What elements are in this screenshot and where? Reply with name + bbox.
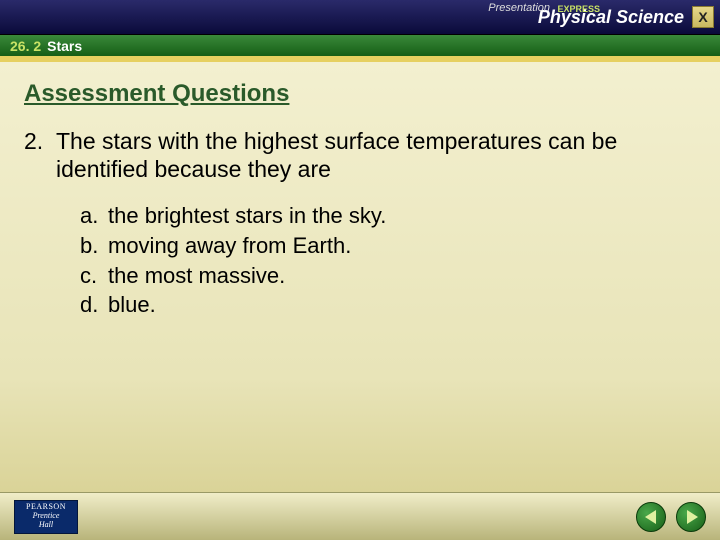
chevron-left-icon <box>645 510 656 524</box>
chevron-right-icon <box>687 510 698 524</box>
footer-bar: PEARSON Prentice Hall <box>0 492 720 540</box>
content-area: Assessment Questions 2. The stars with t… <box>0 62 720 320</box>
close-button[interactable]: X <box>692 6 714 28</box>
close-icon: X <box>698 9 707 25</box>
express-label: EXPRESS <box>557 4 600 14</box>
option-text: the most massive. <box>108 261 285 291</box>
option-text: blue. <box>108 290 156 320</box>
publisher-logo: PEARSON Prentice Hall <box>14 500 78 534</box>
option-a[interactable]: a. the brightest stars in the sky. <box>80 201 696 231</box>
options-list: a. the brightest stars in the sky. b. mo… <box>80 201 696 320</box>
question-block: 2. The stars with the highest surface te… <box>24 128 696 183</box>
presentation-label: Presentation <box>488 2 550 14</box>
option-letter: a. <box>80 201 108 231</box>
option-c[interactable]: c. the most massive. <box>80 261 696 291</box>
section-title: Stars <box>47 38 82 54</box>
question-number: 2. <box>24 128 56 183</box>
option-text: the brightest stars in the sky. <box>108 201 386 231</box>
option-letter: d. <box>80 290 108 320</box>
option-d[interactable]: d. blue. <box>80 290 696 320</box>
top-banner: Presentation EXPRESS Physical Science X <box>0 0 720 34</box>
option-b[interactable]: b. moving away from Earth. <box>80 231 696 261</box>
question-text: The stars with the highest surface tempe… <box>56 128 696 183</box>
page-title: Assessment Questions <box>24 80 696 108</box>
option-text: moving away from Earth. <box>108 231 351 261</box>
nav-buttons <box>636 502 706 532</box>
logo-line3: Hall <box>39 521 53 530</box>
next-button[interactable] <box>676 502 706 532</box>
section-number: 26. 2 <box>10 38 41 54</box>
option-letter: c. <box>80 261 108 291</box>
option-letter: b. <box>80 231 108 261</box>
section-bar: 26. 2 Stars <box>0 34 720 58</box>
prev-button[interactable] <box>636 502 666 532</box>
